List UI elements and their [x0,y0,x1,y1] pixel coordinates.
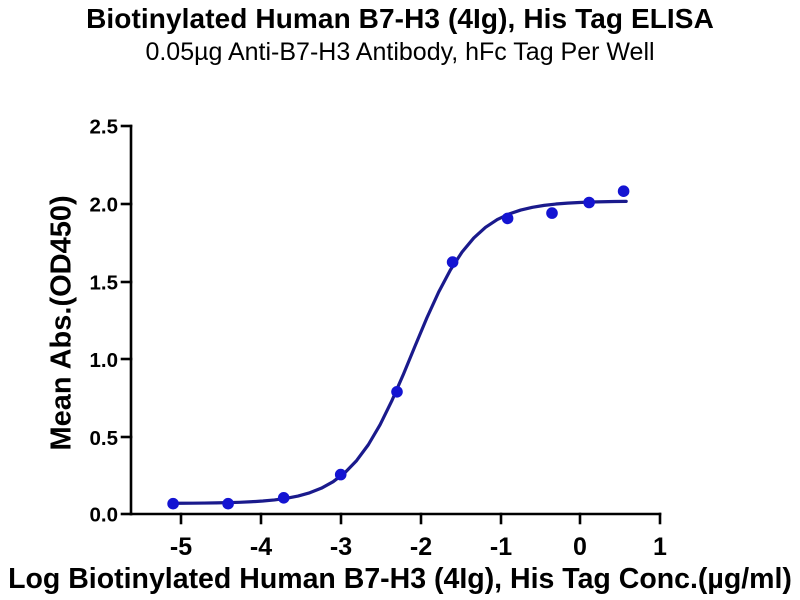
svg-text:-4: -4 [250,533,272,561]
svg-text:-3: -3 [330,533,352,561]
svg-text:0.0: 0.0 [90,504,119,527]
svg-text:-1: -1 [490,533,512,561]
svg-text:0.5: 0.5 [90,427,119,450]
svg-text:-2: -2 [410,533,432,561]
svg-text:1.5: 1.5 [90,272,119,295]
svg-text:1.0: 1.0 [90,349,119,372]
svg-text:0: 0 [573,533,587,561]
svg-text:2.0: 2.0 [90,194,119,217]
svg-text:-5: -5 [170,533,192,561]
svg-text:1: 1 [653,533,667,561]
svg-text:2.5: 2.5 [90,116,119,139]
